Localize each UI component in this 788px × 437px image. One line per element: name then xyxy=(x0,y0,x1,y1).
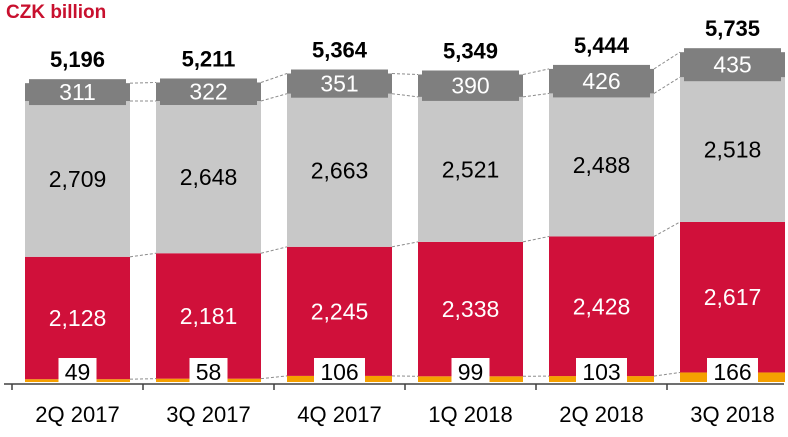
bar-segment xyxy=(156,253,261,379)
segment-label-box xyxy=(451,358,490,384)
segment-label: 311 xyxy=(59,79,96,105)
segment-label: 2,428 xyxy=(573,293,631,319)
total-label: 5,364 xyxy=(312,38,368,63)
total-label: 5,211 xyxy=(182,46,236,71)
category-label: 2Q 2017 xyxy=(35,402,119,427)
bar-cap xyxy=(160,78,257,105)
connector-line xyxy=(653,221,681,237)
segment-label: 103 xyxy=(582,359,620,385)
total-label: 5,735 xyxy=(705,16,760,41)
bar-cap xyxy=(29,79,126,106)
segment-label-box xyxy=(576,358,627,384)
segment-label: 2,521 xyxy=(442,156,500,182)
connector-line xyxy=(391,73,419,75)
connector-line xyxy=(522,235,550,243)
segment-label: 322 xyxy=(189,79,227,105)
connector-line xyxy=(391,93,419,98)
bar-cap xyxy=(422,70,519,101)
category-label: 1Q 2018 xyxy=(428,402,512,427)
bar-cap xyxy=(684,48,781,82)
segment-label-box xyxy=(707,358,758,384)
bar-cap xyxy=(553,64,650,98)
segment-labels: 49 2,128 2,709 311 5,196 2Q 2017 58 2,181 2,648 3… xyxy=(35,16,774,427)
bar-segment xyxy=(25,101,130,257)
segment-label-box xyxy=(58,358,97,384)
segment-label: 2,617 xyxy=(704,284,762,310)
connector-line xyxy=(260,246,288,254)
bar-segment xyxy=(418,96,523,242)
bar-segment xyxy=(680,77,785,222)
connector-line xyxy=(653,51,681,70)
segment-label: 2,488 xyxy=(573,152,631,178)
connector-line xyxy=(653,76,681,94)
segment-label: 106 xyxy=(320,359,358,385)
segment-label: 2,648 xyxy=(180,164,238,190)
connector-line xyxy=(522,92,550,98)
segment-label: 99 xyxy=(458,359,484,385)
connector-line xyxy=(260,93,288,102)
segment-label: 435 xyxy=(713,52,751,78)
category-label: 3Q 2018 xyxy=(690,402,774,427)
connector-line xyxy=(260,73,288,83)
total-label: 5,349 xyxy=(443,38,498,63)
connector-line xyxy=(129,378,157,380)
unit-label: CZK billion xyxy=(6,2,107,23)
category-label: 4Q 2017 xyxy=(297,402,381,427)
category-label: 2Q 2018 xyxy=(559,402,643,427)
segment-label: 2,338 xyxy=(442,296,500,322)
segment-label: 49 xyxy=(65,359,91,385)
connector-line xyxy=(260,375,288,380)
segment-label: 351 xyxy=(320,71,358,97)
connector-line xyxy=(391,241,419,248)
bar-segment xyxy=(287,246,392,376)
bar-segment xyxy=(680,221,785,373)
bar-cap xyxy=(291,69,388,98)
total-label: 5,196 xyxy=(50,47,105,72)
connector-line xyxy=(653,371,681,377)
bar-segment xyxy=(156,100,261,254)
connector-line xyxy=(129,252,157,258)
bar-segment xyxy=(549,236,654,377)
segment-label: 2,518 xyxy=(704,137,762,163)
segment-label: 2,245 xyxy=(311,298,369,324)
connector-line xyxy=(129,81,157,84)
segment-label-box xyxy=(189,358,228,384)
segment-label: 2,709 xyxy=(49,166,107,192)
segment-label: 2,181 xyxy=(180,303,238,329)
total-label: 5,444 xyxy=(574,33,630,58)
segment-label: 2,663 xyxy=(311,157,369,183)
segment-label: 58 xyxy=(196,359,222,385)
connector-line xyxy=(522,68,550,75)
segment-label: 2,128 xyxy=(49,305,107,331)
segment-label: 426 xyxy=(582,68,620,94)
bar-segment xyxy=(287,93,392,247)
bar-segment xyxy=(549,93,654,237)
bar-segment xyxy=(418,241,523,377)
segment-label-box xyxy=(314,358,365,384)
category-label: 3Q 2017 xyxy=(166,402,250,427)
segment-label: 166 xyxy=(713,359,751,385)
bars xyxy=(25,48,785,382)
connector-lines xyxy=(129,51,681,380)
segment-label: 390 xyxy=(451,73,489,99)
